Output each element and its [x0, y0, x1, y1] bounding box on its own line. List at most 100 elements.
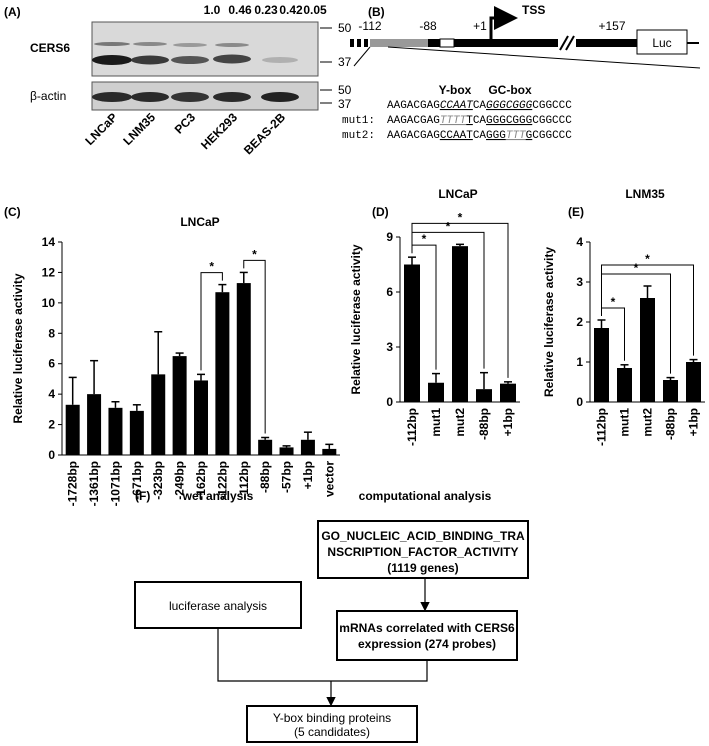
lane-label: LNM35 — [120, 110, 158, 148]
seq-segment: CCAAT — [440, 130, 473, 142]
x-tick-label: mut2 — [641, 408, 655, 437]
bar — [65, 404, 80, 455]
x-tick-label: -671bp — [130, 461, 144, 500]
significance-label: * — [252, 247, 257, 261]
x-tick-label: vector — [322, 461, 336, 497]
significance-label: * — [634, 261, 639, 275]
significance-bracket — [200, 272, 223, 371]
x-tick-label: -112bp — [595, 408, 609, 446]
y-tick-label: 3 — [386, 340, 393, 354]
x-tick-label: mut1 — [618, 408, 632, 437]
seq-segment: AAGACGAG — [387, 130, 440, 142]
significance-bracket — [601, 273, 671, 374]
seq-segment: CGGCCC — [532, 100, 572, 112]
quant-value: 0.05 — [303, 3, 327, 17]
significance-label: * — [209, 260, 214, 274]
flowchart-boxes — [134, 520, 529, 743]
row-label: CERS6 — [30, 41, 70, 55]
x-tick-label: -88bp — [477, 408, 491, 440]
x-tick-label: -57bp — [280, 461, 294, 493]
motif-label: Y-box — [439, 83, 472, 97]
reporter-label: Luc — [652, 36, 671, 50]
bar — [194, 380, 208, 455]
y-tick-label: 0 — [386, 395, 393, 409]
chart-title: LNCaP — [180, 215, 219, 229]
panel-label: (E) — [568, 205, 584, 219]
seq-segment: TTT — [506, 130, 527, 142]
sequence: AAGACGAGCCAATCAGGGTTTGCGGCCC — [387, 130, 572, 142]
significance-label: * — [446, 219, 451, 233]
x-tick-label: -122bp — [215, 461, 229, 500]
significance-label: * — [645, 252, 650, 266]
seq-segment: GGGCGGG — [486, 100, 533, 112]
seq-segment: GGGCGGG — [486, 115, 532, 127]
seq-segment: AAGACGAG — [387, 100, 440, 112]
panel-label: (F) — [135, 489, 150, 503]
y-tick-label: 4 — [48, 387, 55, 401]
panel-label: (A) — [4, 5, 21, 19]
box-text: (1119 genes) — [387, 561, 458, 575]
x-tick-label: -249bp — [173, 461, 187, 500]
quant-value: 0.46 — [228, 3, 252, 17]
y-tick-label: 1 — [576, 355, 583, 369]
bar — [686, 362, 701, 402]
seq-segment: T — [466, 115, 473, 127]
lane-labels: LNCaP LNM35 PC3 HEK293 BEAS-2B — [82, 110, 288, 157]
promoter-diagram — [350, 6, 701, 69]
box-text: NSCRIPTION_FACTOR_ACTIVITY — [327, 545, 518, 559]
bar — [258, 439, 273, 455]
x-tick-label: -1361bp — [87, 461, 101, 506]
significance-label: * — [458, 210, 463, 224]
sequence-name: mut2: — [342, 130, 375, 142]
box-text: (5 candidates) — [294, 725, 370, 739]
bar — [640, 298, 655, 402]
x-tick-label: -88bp — [664, 408, 678, 440]
lane-label: PC3 — [172, 110, 199, 137]
significance-bracket — [243, 259, 266, 434]
seq-segment: CGGCCC — [532, 115, 572, 127]
bar — [476, 389, 492, 402]
sequence: AAGACGAGTTTTTCAGGGCGGGCGGCCC — [387, 115, 572, 127]
marker-label: 37 — [338, 55, 352, 69]
marker-label: 50 — [338, 83, 352, 97]
box-text: expression (274 probes) — [358, 637, 496, 651]
lane-label: LNCaP — [82, 110, 120, 148]
significance-label: * — [611, 295, 616, 309]
bar — [172, 356, 187, 455]
sequence: AAGACGAGCCAATCAGGGCGGGCGGCCC — [387, 100, 572, 112]
x-tick-label: +1bp — [301, 461, 315, 489]
y-axis-title: Relative luciferase activity — [542, 247, 556, 397]
y-tick-label: 2 — [576, 315, 583, 329]
quantification: 1.0 0.46 0.23 0.42 0.05 — [204, 3, 327, 17]
blot-bands — [92, 92, 299, 102]
lane-label: BEAS-2B — [241, 110, 288, 157]
bar — [279, 447, 294, 455]
y-axis-title: Relative luciferase activity — [11, 273, 25, 423]
y-tick-label: 4 — [576, 235, 583, 249]
bar — [500, 383, 516, 402]
significance-bracket — [601, 264, 694, 356]
seq-segment: CA — [473, 130, 487, 142]
quant-value: 1.0 — [204, 3, 221, 17]
seq-segment: GGG — [486, 130, 506, 142]
bar — [663, 380, 678, 402]
box-text: mRNAs correlated with CERS6 — [339, 621, 515, 635]
seq-segment: CA — [473, 100, 487, 112]
bar — [151, 374, 166, 455]
marker-label: 37 — [338, 97, 352, 111]
box-text: luciferase analysis — [169, 599, 267, 613]
x-tick-label: mut1 — [429, 408, 443, 437]
panel-label: (B) — [368, 5, 385, 19]
bar — [452, 246, 468, 402]
x-tick-label: +1bp — [687, 408, 701, 436]
x-tick-label: -112bp — [405, 408, 419, 446]
y-tick-label: 9 — [386, 230, 393, 244]
y-tick-label: 12 — [42, 265, 56, 279]
x-tick-label: mut2 — [453, 408, 467, 437]
seq-segment: G — [526, 130, 533, 142]
size-markers: 50 37 50 37 — [320, 21, 352, 111]
quant-value: 0.23 — [254, 3, 278, 17]
bar — [404, 264, 420, 402]
x-tick-label: -323bp — [151, 461, 165, 500]
column-header: computational analysis — [359, 489, 492, 503]
